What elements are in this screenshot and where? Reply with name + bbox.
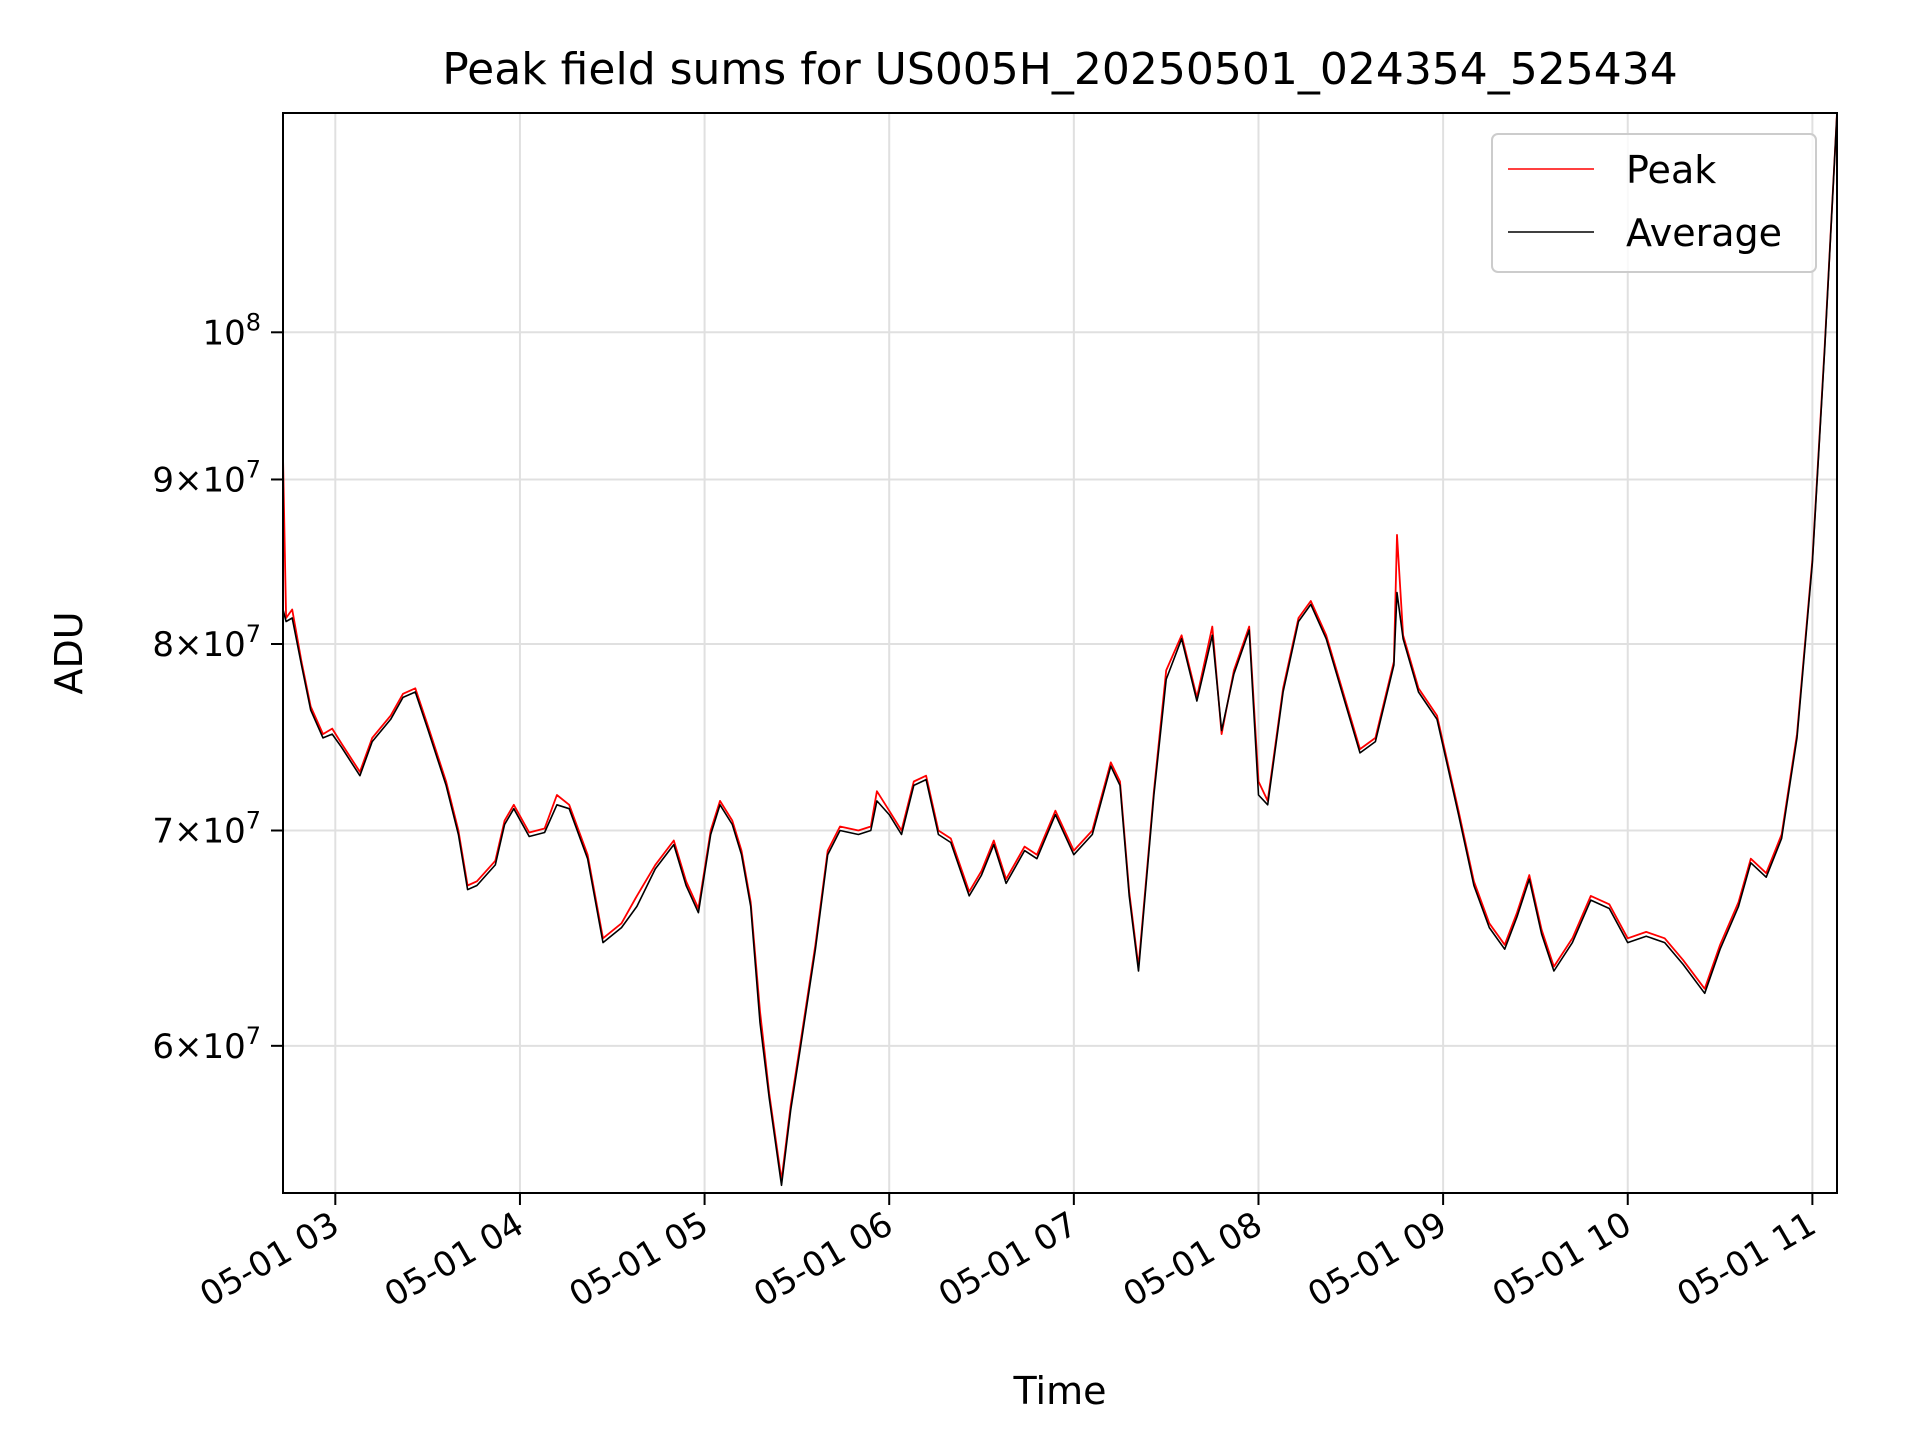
y-tick-label: 9×107 [152,455,261,500]
y-tick-label: 8×107 [152,620,261,665]
legend-peak-label: Peak [1626,148,1716,192]
grid-lines [283,113,1837,1193]
legend-average-label: Average [1626,211,1782,255]
y-tick-label: 6×107 [152,1022,261,1067]
legend: Peak Average [1491,133,1817,273]
x-axis-label: Time [1013,1369,1107,1413]
chart-title: Peak field sums for US005H_20250501_0243… [442,44,1678,95]
y-axis-label: ADU [47,611,91,694]
plot-frame [282,112,1838,1194]
peak-series-line [282,112,1838,1181]
y-tick-label: 7×107 [152,807,261,852]
y-tick-label: 108 [202,308,261,353]
y-axis-ticks: 6×107 7×107 8×107 9×107 108 [152,308,283,1067]
average-series-line [282,112,1838,1187]
series-lines [282,112,1838,1187]
